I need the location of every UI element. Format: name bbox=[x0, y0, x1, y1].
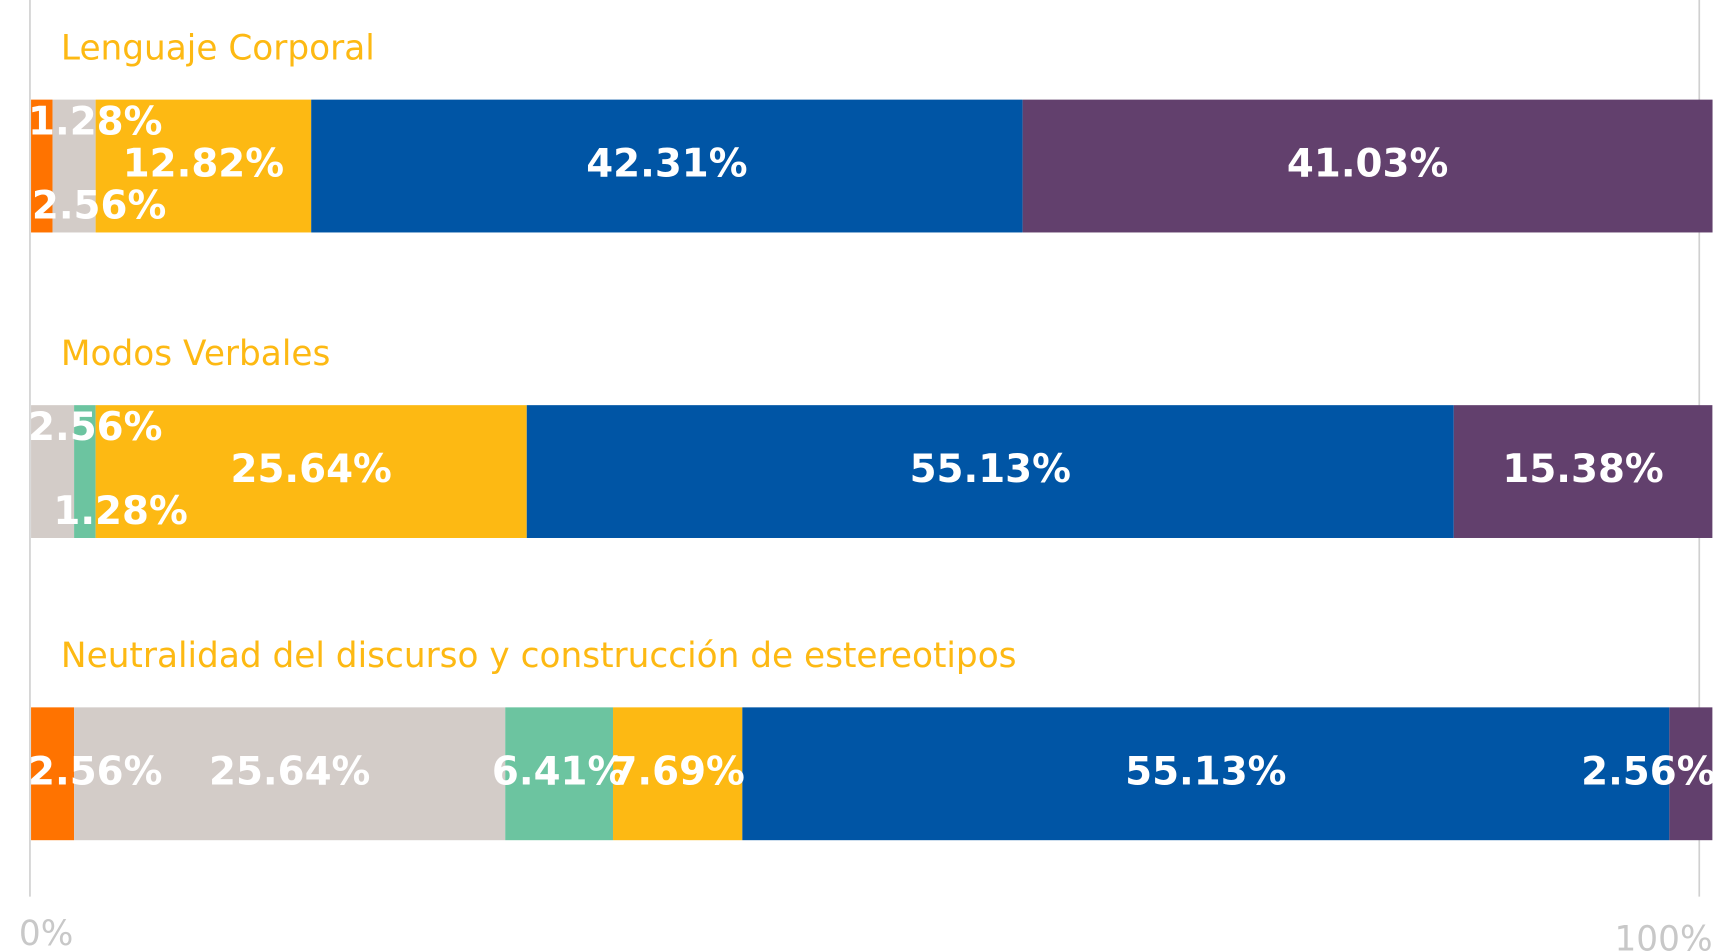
data-label: 41.03% bbox=[1287, 142, 1448, 187]
category-title: Lenguaje Corporal bbox=[61, 28, 375, 68]
bar-segment bbox=[74, 707, 506, 841]
data-label: 55.13% bbox=[1125, 749, 1286, 794]
bar-segment bbox=[31, 707, 75, 841]
bar-segment bbox=[95, 99, 312, 233]
data-label: 2.56% bbox=[32, 184, 166, 229]
data-label: 25.64% bbox=[209, 749, 370, 794]
x-tick-label: 0% bbox=[19, 914, 73, 952]
data-label: 7.69% bbox=[610, 749, 744, 794]
data-label: 42.31% bbox=[586, 142, 747, 187]
data-label: 1.28% bbox=[53, 489, 187, 534]
data-label: 55.13% bbox=[910, 447, 1071, 492]
bar-segment bbox=[95, 405, 527, 538]
bar-segment bbox=[31, 99, 53, 233]
data-label: 2.56% bbox=[1581, 749, 1715, 794]
bar-segment bbox=[613, 707, 743, 841]
data-label: 25.64% bbox=[231, 447, 392, 492]
bar-segment bbox=[52, 99, 96, 233]
bar-segment bbox=[526, 405, 1454, 538]
data-label: 2.56% bbox=[28, 749, 162, 794]
data-label: 6.41% bbox=[492, 749, 626, 794]
x-tick-label: 100% bbox=[1614, 919, 1712, 952]
bar-segment bbox=[1022, 99, 1713, 233]
bar-segment bbox=[1453, 405, 1713, 538]
data-label: 15.38% bbox=[1502, 447, 1663, 492]
bar-segment bbox=[31, 405, 75, 538]
bar-segment bbox=[505, 707, 614, 841]
data-label: 1.28% bbox=[28, 99, 162, 144]
bar-segment bbox=[74, 405, 96, 538]
data-label: 12.82% bbox=[123, 142, 284, 187]
data-label: 2.56% bbox=[28, 405, 162, 450]
category-title: Neutralidad del discurso y construcción … bbox=[61, 636, 1017, 676]
category-title: Modos Verbales bbox=[61, 334, 330, 374]
bar-segment bbox=[742, 707, 1670, 841]
bar-segment bbox=[311, 99, 1023, 233]
bar-segment bbox=[1669, 707, 1713, 841]
